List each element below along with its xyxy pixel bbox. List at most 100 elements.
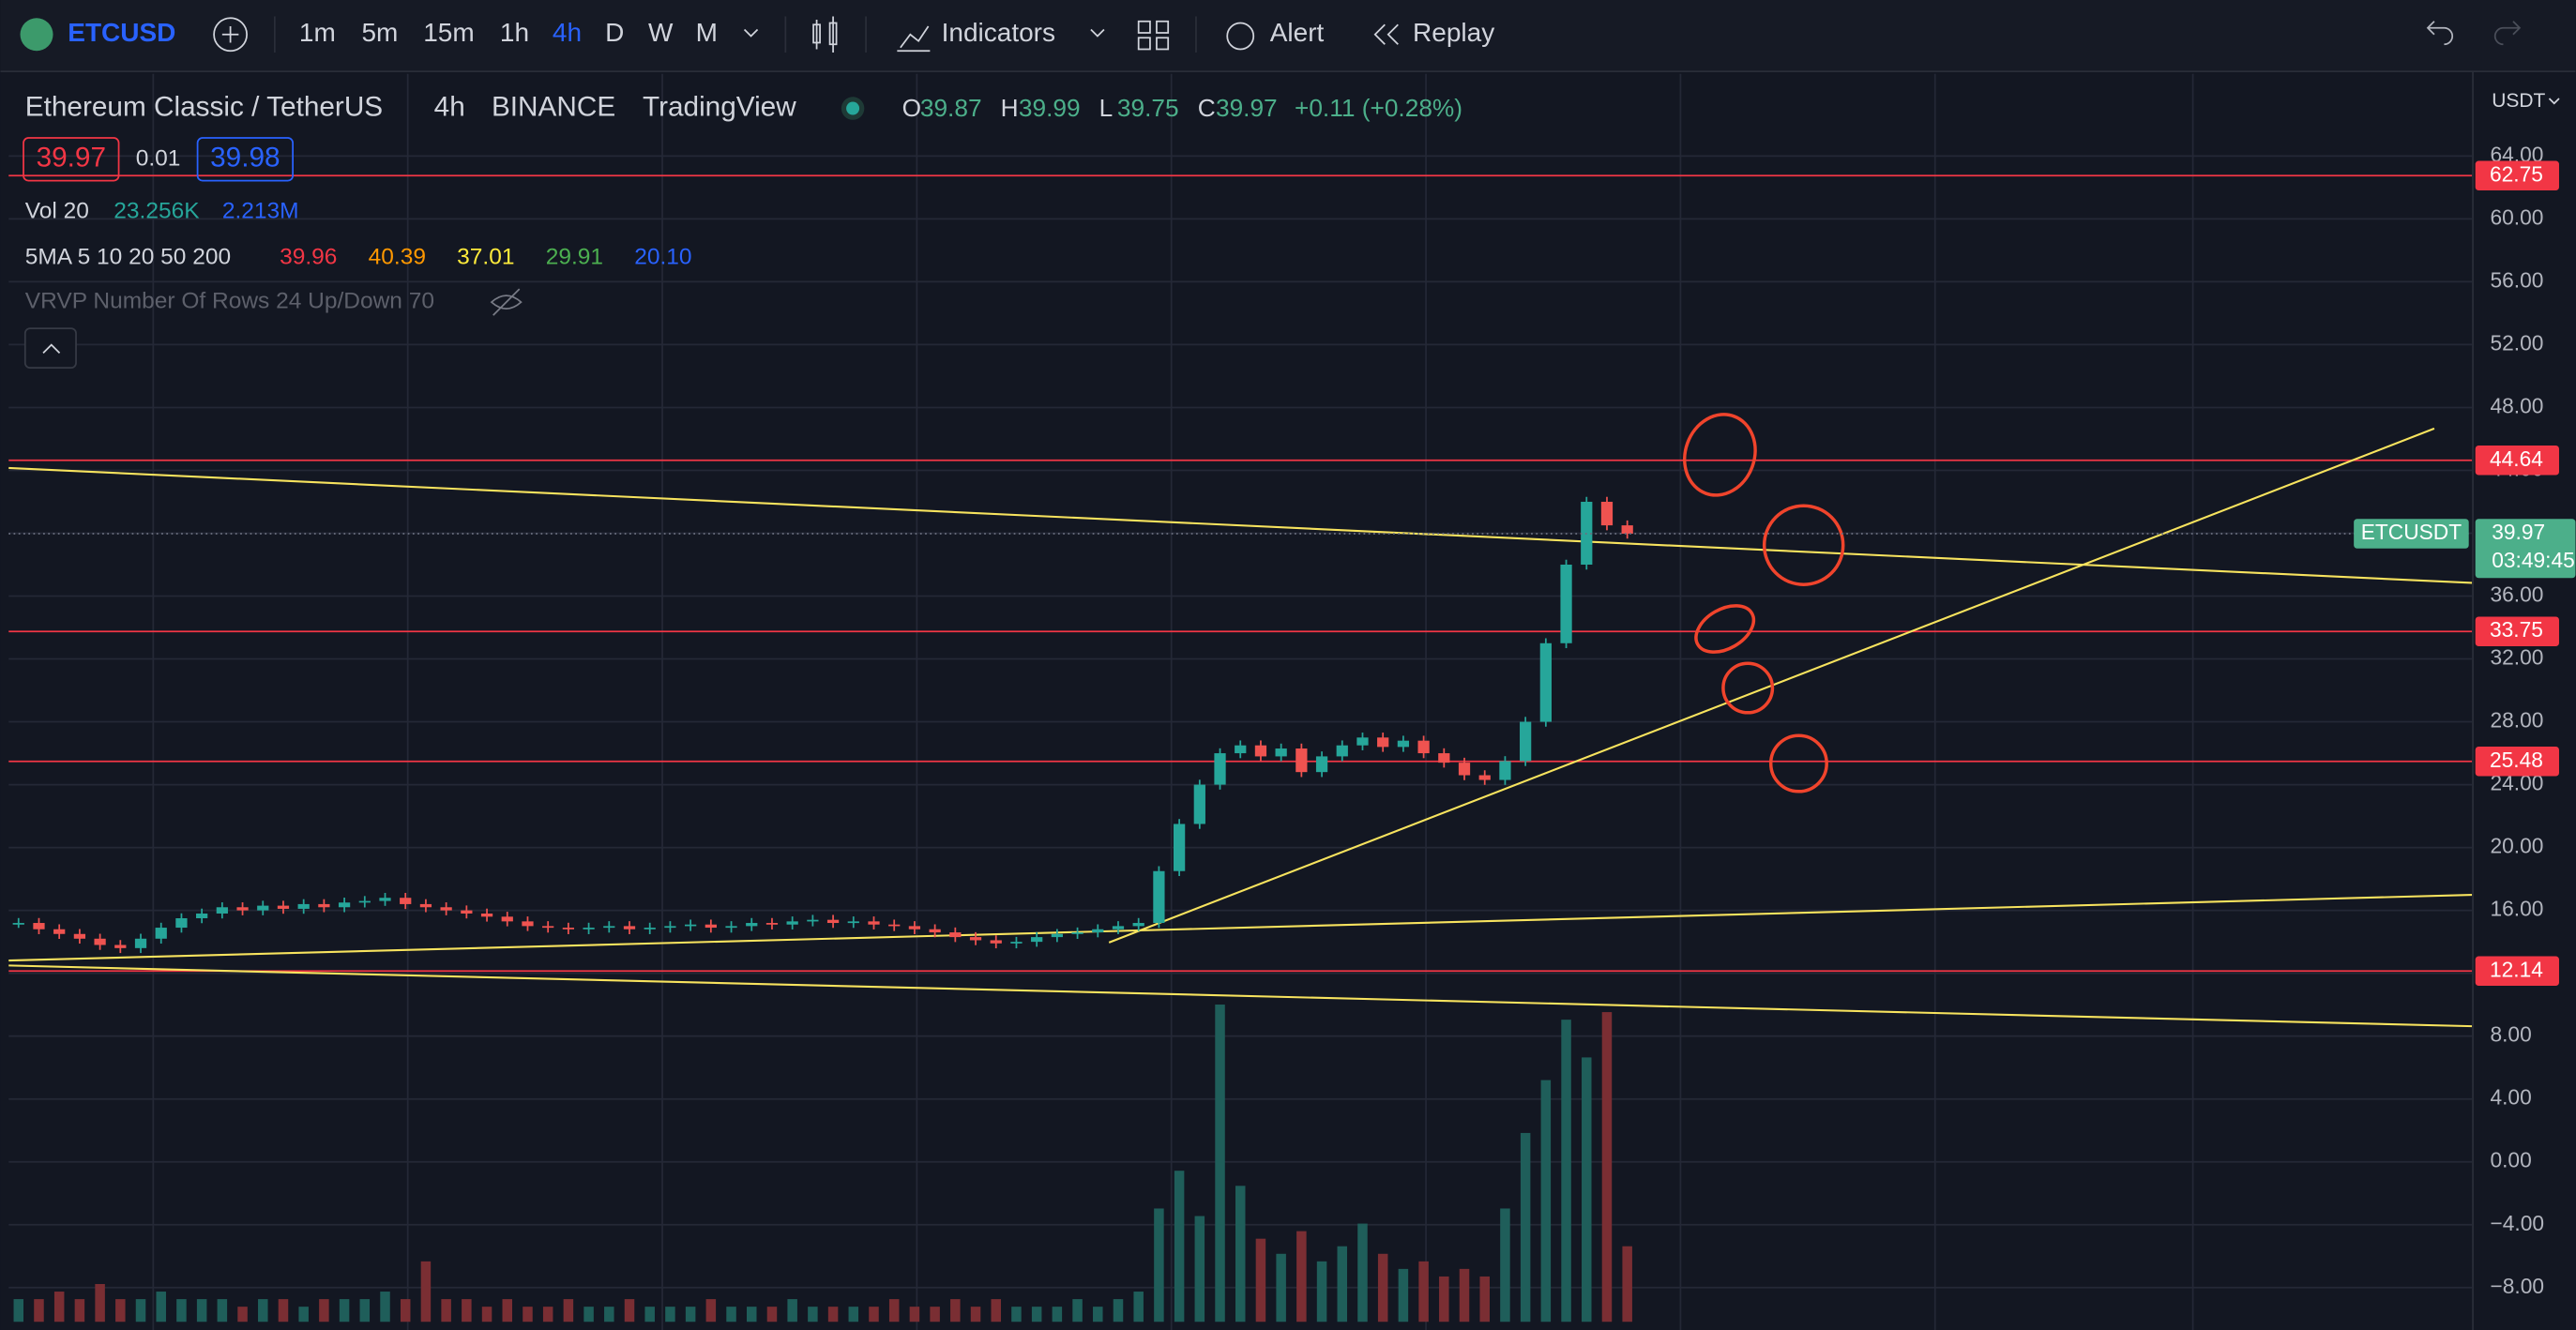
candle-body <box>257 905 269 911</box>
volume-bar <box>1398 1268 1409 1322</box>
ohlc-value: 39.97 <box>1216 94 1278 122</box>
volume-bar <box>1113 1299 1124 1322</box>
interval-menu[interactable] <box>743 28 759 38</box>
volume-bar <box>217 1299 228 1322</box>
level-label: 33.75 <box>2490 617 2543 642</box>
candle-body <box>1539 642 1552 722</box>
candle-body <box>440 907 452 911</box>
volume-ma: 2.213M <box>222 198 299 223</box>
volume-bar <box>1377 1253 1388 1322</box>
candle-body <box>1173 824 1186 871</box>
candle-body <box>990 940 1002 944</box>
volume-bar <box>869 1307 879 1322</box>
candle-body <box>277 905 290 909</box>
replay-icon <box>1373 23 1399 45</box>
candle-body <box>1417 740 1430 754</box>
legend-title: Ethereum Classic / TetherUS <box>25 91 383 122</box>
level-tag <box>2475 160 2559 191</box>
volume-bar <box>930 1307 940 1322</box>
candle-body <box>419 903 432 908</box>
volume-bar <box>1459 1268 1470 1322</box>
volume-bar <box>1561 1020 1571 1322</box>
interval[interactable]: 15m <box>423 18 474 47</box>
bid-box[interactable] <box>23 137 120 182</box>
candle-body <box>949 932 962 938</box>
candle-body <box>501 916 513 922</box>
add-symbol[interactable] <box>213 17 248 53</box>
interval[interactable]: 4h <box>553 18 582 47</box>
volume-bar <box>1601 1012 1613 1322</box>
volume-bar <box>237 1307 248 1322</box>
candle-body <box>1336 745 1348 757</box>
candle-body <box>53 929 66 934</box>
volume-bar <box>481 1307 492 1322</box>
price-tick-label: 28.00 <box>2490 708 2543 733</box>
indicators-menu[interactable] <box>1090 28 1105 38</box>
price-tick-label: 52.00 <box>2490 330 2543 355</box>
replay[interactable]: Replay <box>1413 18 1494 47</box>
price-tick-label: 4.00 <box>2490 1085 2531 1110</box>
chart-type[interactable] <box>812 16 838 53</box>
candle-body <box>73 933 86 939</box>
interval[interactable]: 5m <box>361 18 398 47</box>
grid <box>152 73 2194 1330</box>
intervals: 1m 5m 15m 1h 4h D W M <box>299 18 718 47</box>
volume-bar <box>1174 1171 1185 1322</box>
interval[interactable]: W <box>648 18 674 47</box>
symbol-tag-label: ETCUSDT <box>2361 520 2462 544</box>
ohlc-value: 39.87 <box>920 94 982 122</box>
ma-label: 5MA 5 10 20 50 200 <box>25 244 231 269</box>
currency[interactable]: USDT <box>2492 90 2545 112</box>
volume-bar <box>34 1299 44 1322</box>
redo[interactable] <box>2493 21 2522 46</box>
volume-bar <box>1093 1307 1103 1322</box>
interval[interactable]: 1h <box>500 18 529 47</box>
volume-bar <box>115 1299 126 1322</box>
volume-bar <box>746 1307 757 1322</box>
price-tick-label: 36.00 <box>2490 582 2543 607</box>
candle-body <box>1235 745 1247 754</box>
volume-bar <box>604 1307 614 1322</box>
candle-body <box>969 937 982 941</box>
candle-body <box>664 926 676 929</box>
volume-bar <box>298 1307 309 1322</box>
alert[interactable]: Alert <box>1270 18 1325 47</box>
candle-body <box>623 926 636 929</box>
undo[interactable] <box>2426 21 2454 46</box>
volume-bar <box>462 1299 472 1322</box>
candle-body <box>318 903 330 908</box>
collapse-button[interactable] <box>23 327 77 370</box>
candle-body <box>908 926 921 929</box>
layouts[interactable] <box>1137 20 1170 51</box>
volume-bar <box>1052 1307 1063 1322</box>
indicators[interactable]: Indicators <box>942 18 1055 47</box>
candle-body <box>94 938 106 945</box>
ask-box[interactable] <box>196 137 295 182</box>
volume-bar <box>523 1307 533 1322</box>
candle-body <box>522 921 534 927</box>
volume-bar <box>1031 1307 1042 1322</box>
volume-bar <box>196 1299 207 1322</box>
candle-body <box>1621 525 1633 534</box>
level-label: 25.48 <box>2490 748 2543 772</box>
price-tick-label: 0.00 <box>2490 1148 2531 1172</box>
candle-body <box>358 900 371 903</box>
candle-body <box>603 926 615 929</box>
candle-body <box>847 921 859 924</box>
candle-body <box>786 921 798 925</box>
candle-body <box>1377 737 1389 748</box>
volume-bar <box>359 1299 371 1322</box>
interval[interactable]: D <box>605 18 624 47</box>
symbol[interactable]: ETCUSD <box>68 18 175 47</box>
interval[interactable]: 1m <box>299 18 336 47</box>
volume-bar <box>502 1299 513 1322</box>
legend-exchange: BINANCE <box>492 91 615 122</box>
candle-body <box>583 928 595 929</box>
interval[interactable]: M <box>696 18 718 47</box>
candle-body <box>175 918 188 929</box>
volume-bar <box>1255 1238 1266 1322</box>
ma-value: 29.91 <box>546 244 603 269</box>
hide-icon[interactable] <box>490 288 523 316</box>
